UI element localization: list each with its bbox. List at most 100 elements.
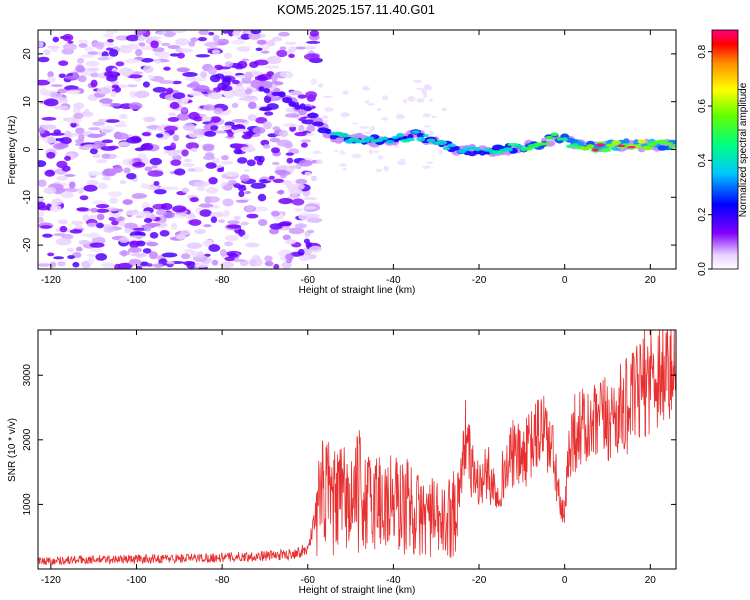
heatmap-cell xyxy=(405,137,416,142)
heatmap-cell xyxy=(152,263,164,268)
heatmap-cell xyxy=(38,160,47,168)
colorbar-gradient xyxy=(711,29,739,270)
heatmap-cell xyxy=(140,183,149,189)
heatmap-cell xyxy=(278,189,285,195)
heatmap-cell xyxy=(119,180,127,185)
heatmap-cell xyxy=(149,251,158,260)
heatmap-cell xyxy=(285,239,297,245)
heatmap-cell xyxy=(252,126,266,135)
heatmap-cell xyxy=(278,130,289,137)
heatmap-cell xyxy=(137,35,146,42)
heatmap-cell xyxy=(75,246,83,252)
heatmap-cell xyxy=(38,216,44,223)
heatmap-cell xyxy=(171,186,179,190)
heatmap-cell xyxy=(248,259,256,267)
heatmap-cell xyxy=(101,262,115,268)
heatmap-cell xyxy=(279,46,287,51)
heatmap-cell xyxy=(310,175,317,182)
heatmap-cell xyxy=(362,86,370,91)
heatmap-cell xyxy=(105,30,118,35)
snr-y-label: SNR (10 * v/v) xyxy=(7,418,18,482)
heatmap-cell xyxy=(70,220,84,225)
heatmap-cell xyxy=(242,234,250,240)
heatmap-cell xyxy=(130,253,146,257)
heatmap-cell xyxy=(364,100,370,104)
heatmap-cell xyxy=(38,263,52,267)
heatmap-cell xyxy=(429,130,434,136)
heatmap-cell xyxy=(395,113,405,120)
heatmap-cell xyxy=(48,132,65,136)
heatmap-cell xyxy=(38,56,50,63)
heatmap-cell xyxy=(161,42,171,47)
heatmap-cell xyxy=(375,168,383,172)
heatmap-cell xyxy=(473,147,482,152)
heatmap-cell xyxy=(168,112,177,117)
heatmap-cell xyxy=(182,72,198,77)
heatmap-cell xyxy=(235,128,249,133)
heatmap-cell xyxy=(118,141,131,147)
heatmap-cell xyxy=(617,144,626,148)
heatmap-cell xyxy=(282,97,293,104)
heatmap-cell xyxy=(186,242,203,249)
heatmap-cell xyxy=(172,92,186,100)
heatmap-cell xyxy=(668,144,676,149)
heatmap-cell xyxy=(147,74,155,80)
heatmap-cell xyxy=(55,143,69,149)
heatmap-cell xyxy=(242,95,258,102)
heatmap-cell xyxy=(210,216,218,223)
heatmap-cell xyxy=(182,163,195,167)
heatmap-cell xyxy=(303,197,318,201)
heatmap-cell xyxy=(95,253,108,261)
heatmap-cell xyxy=(232,79,240,85)
heatmap-cell xyxy=(142,65,154,73)
colorbar-tick-label: 0.4 xyxy=(697,153,708,167)
heatmap-cell xyxy=(66,89,81,95)
heatmap-cell xyxy=(396,160,406,166)
heatmap-cell xyxy=(96,213,105,221)
heatmap-cell xyxy=(503,147,513,152)
heatmap-cell xyxy=(268,175,275,180)
heatmap-cell xyxy=(216,168,225,173)
snr-series-line xyxy=(38,330,676,566)
heatmap-cell xyxy=(416,133,425,138)
heatmap-cell xyxy=(203,224,212,228)
heatmap-cell xyxy=(212,34,220,43)
heatmap-cell xyxy=(50,84,64,88)
spectrogram-y-axis: -20 -10 0 10 20 xyxy=(22,48,676,252)
heatmap-cell xyxy=(43,136,56,144)
heatmap-cell xyxy=(201,116,212,122)
heatmap-cell xyxy=(223,52,232,59)
x-tick-label: 20 xyxy=(645,575,657,586)
x-tick-label: 20 xyxy=(645,275,657,286)
heatmap-cell xyxy=(306,124,316,132)
heatmap-cell xyxy=(288,46,297,53)
heatmap-cell xyxy=(211,157,220,164)
heatmap-cell xyxy=(396,132,405,138)
heatmap-cell xyxy=(152,86,167,93)
heatmap-cell xyxy=(263,95,272,104)
heatmap-cell xyxy=(102,33,114,38)
heatmap-cell xyxy=(423,125,431,128)
heatmap-cell xyxy=(258,219,268,226)
heatmap-cell xyxy=(189,92,203,96)
heatmap-cell xyxy=(140,45,154,51)
heatmap-cell xyxy=(87,222,98,228)
heatmap-cell xyxy=(641,145,653,151)
heatmap-cell xyxy=(252,71,264,75)
heatmap-cell xyxy=(67,255,75,260)
heatmap-cell xyxy=(214,73,225,79)
heatmap-cell xyxy=(254,75,264,81)
heatmap-cell xyxy=(288,53,295,58)
spectrogram-x-label: Height of straight line (km) xyxy=(299,285,416,296)
heatmap-cell xyxy=(151,165,158,169)
heatmap-cell xyxy=(181,149,189,157)
spectrogram-y-label: Frequency (Hz) xyxy=(7,116,18,185)
heatmap-cell xyxy=(258,155,265,163)
heatmap-cell xyxy=(217,66,232,70)
heatmap-cell xyxy=(309,30,320,37)
heatmap-cell xyxy=(230,39,246,45)
heatmap-cell xyxy=(64,130,72,139)
heatmap-cell xyxy=(154,59,162,64)
spectrogram-x-axis: -120 -100 -80 -60 -40 -20 0 20 xyxy=(41,30,656,286)
heatmap-cell xyxy=(256,39,267,45)
